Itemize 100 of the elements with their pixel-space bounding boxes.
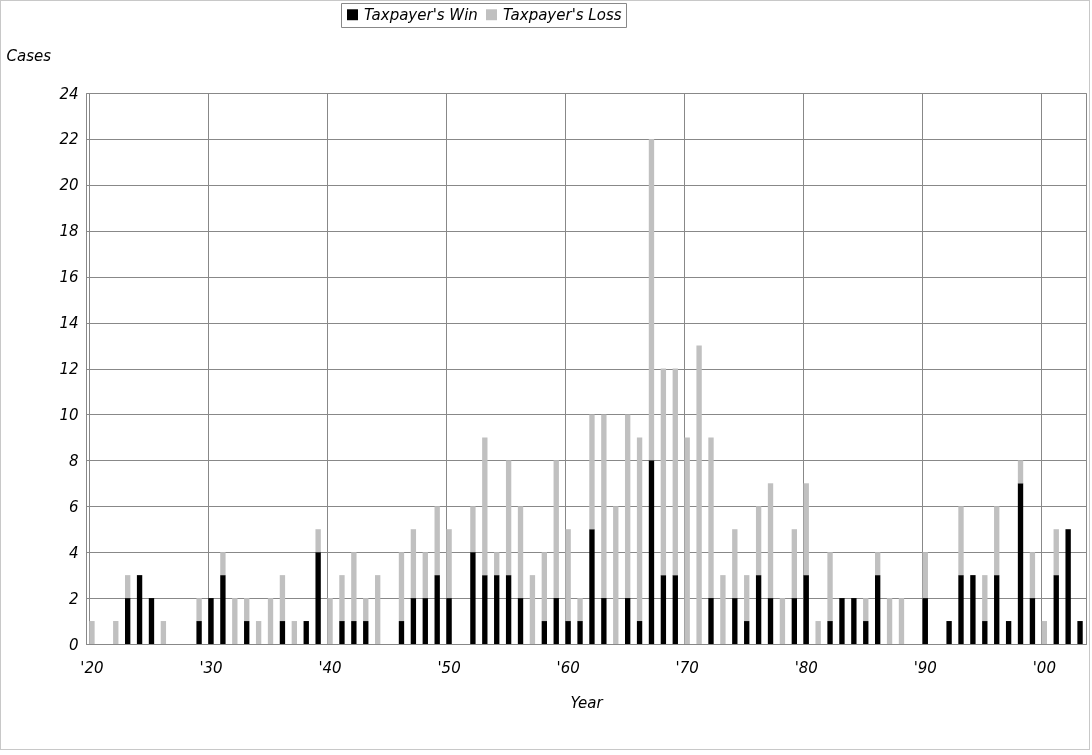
x-tick-label: '20 bbox=[80, 658, 104, 677]
bar bbox=[982, 621, 988, 644]
bar bbox=[994, 575, 1000, 644]
bar bbox=[898, 598, 905, 644]
bar bbox=[482, 437, 488, 576]
bar bbox=[541, 621, 548, 644]
y-tick-label: 10 bbox=[59, 405, 79, 424]
bar bbox=[279, 575, 286, 622]
bar bbox=[398, 621, 405, 644]
bar bbox=[982, 575, 988, 622]
bar bbox=[470, 552, 476, 644]
bar bbox=[1053, 529, 1059, 576]
bar bbox=[1065, 529, 1071, 644]
bar bbox=[767, 483, 774, 599]
bar bbox=[434, 506, 440, 576]
bar bbox=[208, 598, 214, 644]
bar bbox=[410, 598, 417, 644]
bar bbox=[970, 575, 976, 644]
x-tick-label: '00 bbox=[1032, 658, 1056, 677]
bar bbox=[517, 598, 524, 644]
bar bbox=[267, 598, 274, 644]
bar bbox=[1029, 552, 1036, 599]
bar bbox=[89, 621, 95, 644]
y-tick-label: 6 bbox=[68, 497, 79, 516]
bar bbox=[648, 138, 655, 461]
y-tick-label: 24 bbox=[59, 84, 79, 103]
y-tick-label: 14 bbox=[59, 314, 79, 333]
y-tick-label: 16 bbox=[59, 268, 79, 287]
bar bbox=[255, 621, 262, 644]
y-axis-title: Cases bbox=[6, 46, 52, 65]
bar bbox=[124, 598, 131, 644]
bar bbox=[636, 437, 643, 622]
bar bbox=[482, 575, 488, 644]
bar bbox=[827, 621, 833, 644]
bar bbox=[398, 552, 405, 622]
bar bbox=[815, 621, 821, 644]
bar bbox=[624, 598, 631, 644]
bar bbox=[946, 621, 952, 644]
bar bbox=[494, 552, 500, 576]
bar bbox=[601, 598, 607, 644]
bar bbox=[660, 368, 667, 576]
bar bbox=[124, 575, 131, 599]
bar bbox=[601, 414, 607, 599]
bar bbox=[636, 621, 643, 644]
bar bbox=[196, 621, 202, 644]
bar bbox=[434, 575, 440, 644]
bar bbox=[244, 598, 250, 622]
bar bbox=[732, 529, 738, 599]
bar bbox=[553, 598, 559, 644]
bar bbox=[1005, 621, 1012, 644]
bar bbox=[863, 598, 869, 622]
bar bbox=[672, 368, 678, 576]
bar bbox=[279, 621, 286, 644]
bar bbox=[791, 598, 798, 644]
bar bbox=[196, 598, 202, 622]
bar bbox=[744, 621, 750, 644]
legend-label: Taxpayer's Win bbox=[364, 5, 478, 24]
bar bbox=[732, 598, 738, 644]
bar bbox=[470, 506, 476, 553]
bar bbox=[684, 437, 690, 644]
bar bbox=[422, 552, 428, 599]
bar bbox=[505, 460, 512, 576]
y-tick-label: 2 bbox=[68, 589, 79, 608]
bar bbox=[672, 575, 678, 644]
bar bbox=[863, 621, 869, 644]
bar bbox=[160, 621, 167, 644]
bar bbox=[565, 621, 571, 644]
y-tick-label: 22 bbox=[59, 130, 79, 149]
bar bbox=[755, 575, 762, 644]
x-tick-label: '80 bbox=[794, 658, 818, 677]
bar bbox=[113, 621, 119, 644]
bar bbox=[529, 575, 536, 644]
bar bbox=[553, 460, 559, 599]
bar bbox=[1053, 575, 1059, 644]
bar bbox=[577, 598, 583, 622]
bar bbox=[708, 598, 714, 644]
bar bbox=[839, 598, 845, 644]
bar bbox=[446, 529, 452, 599]
bar bbox=[696, 345, 702, 644]
bar bbox=[315, 529, 321, 553]
bar bbox=[351, 621, 357, 644]
y-tick-label: 8 bbox=[68, 451, 79, 470]
bar bbox=[779, 598, 786, 644]
bar bbox=[220, 552, 226, 576]
bar bbox=[922, 598, 928, 644]
bar bbox=[232, 598, 238, 644]
x-tick-label: '50 bbox=[437, 658, 461, 677]
bar bbox=[220, 575, 226, 644]
bar bbox=[565, 529, 571, 622]
bar bbox=[505, 575, 512, 644]
bar bbox=[708, 437, 714, 599]
bar bbox=[1077, 621, 1083, 644]
bar bbox=[827, 552, 833, 622]
bar bbox=[410, 529, 417, 599]
y-tick-label: 4 bbox=[68, 543, 79, 562]
bar bbox=[363, 621, 369, 644]
bar bbox=[648, 460, 655, 644]
bar bbox=[624, 414, 631, 599]
x-tick-label: '60 bbox=[556, 658, 580, 677]
bar bbox=[1041, 621, 1048, 644]
